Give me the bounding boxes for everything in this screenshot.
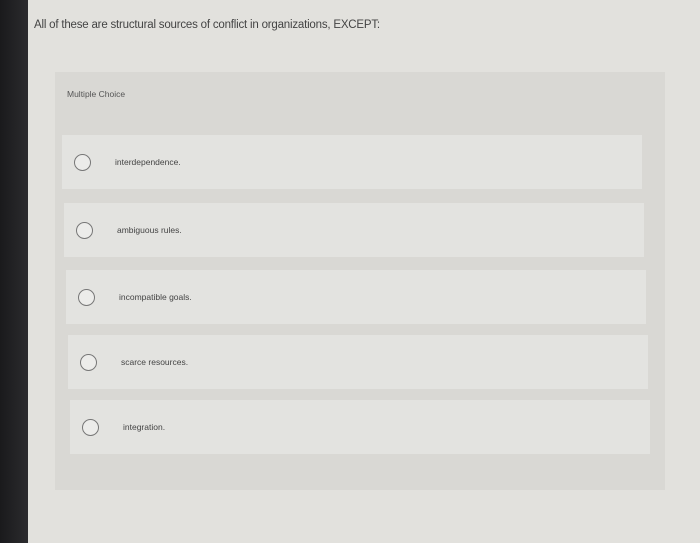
option-4[interactable]: scarce resources. (68, 335, 648, 389)
option-1[interactable]: interdependence. (62, 135, 642, 189)
radio-button-icon[interactable] (80, 353, 97, 371)
radio-button-icon[interactable] (78, 288, 95, 306)
option-label: incompatible goals. (119, 292, 192, 302)
radio-button-icon[interactable] (74, 153, 91, 171)
screen-bezel (0, 0, 28, 543)
option-label: integration. (123, 422, 166, 432)
option-5[interactable]: integration. (70, 400, 650, 454)
option-label: ambiguous rules. (117, 225, 182, 235)
option-label: scarce resources. (121, 357, 189, 367)
option-label: interdependence. (115, 157, 181, 167)
radio-button-icon[interactable] (82, 418, 99, 436)
question-text: All of these are structural sources of c… (34, 19, 380, 31)
radio-button-icon[interactable] (76, 221, 93, 239)
option-3[interactable]: incompatible goals. (66, 270, 646, 324)
question-type-label: Multiple Choice (67, 89, 126, 99)
option-2[interactable]: ambiguous rules. (64, 203, 644, 257)
